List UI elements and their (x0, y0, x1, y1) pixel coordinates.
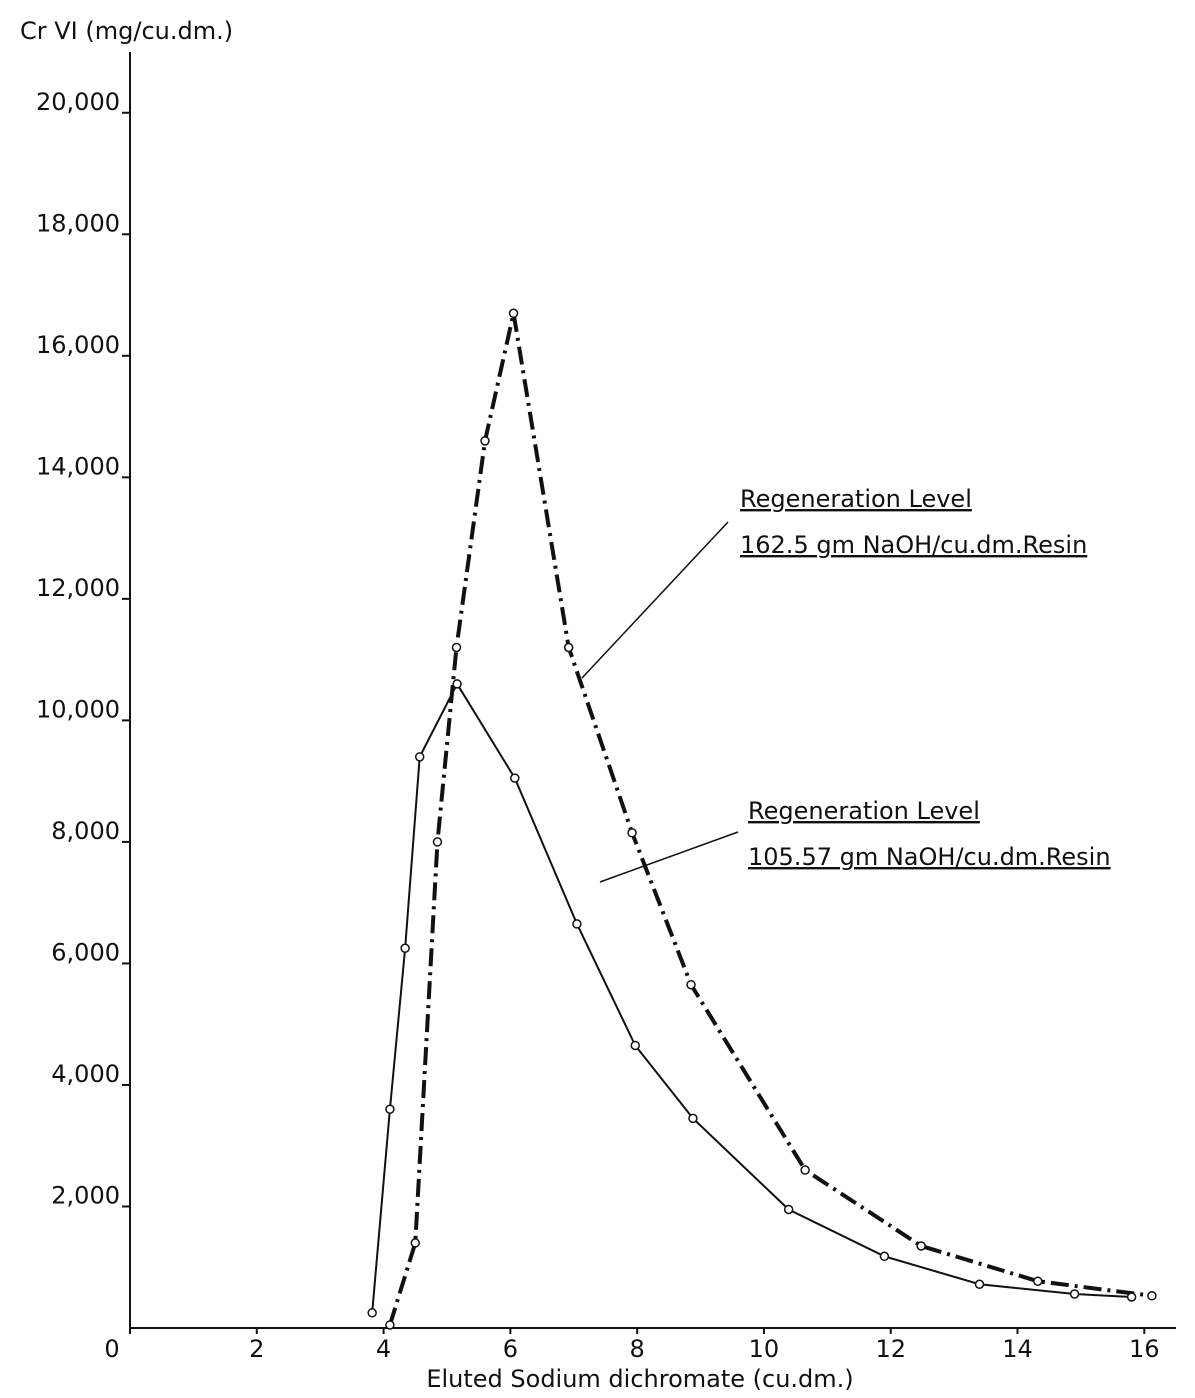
data-point (563, 642, 574, 653)
data-point (916, 1241, 926, 1251)
data-point (800, 1165, 810, 1175)
data-point (572, 919, 582, 929)
data-point (688, 1113, 698, 1124)
data-point (385, 1104, 395, 1115)
annotation: 162.5 gm NaOH/cu.dm.Resin (740, 531, 1087, 559)
series-line (371, 681, 1132, 1313)
x-tick-label: 2 (249, 1335, 264, 1363)
data-point (508, 308, 519, 319)
data-point (410, 1238, 421, 1248)
y-tick-label: 12,000 (36, 574, 120, 602)
x-tick-label: 14 (1002, 1335, 1033, 1363)
y-tick-label: 4,000 (51, 1060, 120, 1088)
y-tick-label: 8,000 (51, 817, 120, 845)
y-tick-label: 6,000 (51, 938, 120, 966)
y-tick-label: 14,000 (36, 452, 120, 480)
y-tick-label: 16,000 (36, 331, 120, 359)
data-point (452, 679, 462, 689)
x-axis-title: Eluted Sodium dichromate (cu.dm.) (426, 1365, 853, 1393)
x-tick-label: 4 (376, 1335, 391, 1363)
y-tick-label: 2,000 (51, 1181, 120, 1209)
x-tick-label: 0 (104, 1335, 119, 1363)
data-point (432, 837, 443, 847)
data-point (367, 1308, 377, 1318)
data-point (414, 752, 425, 762)
data-point (686, 979, 696, 990)
y-tick-label: 20,000 (36, 88, 120, 116)
data-point (451, 642, 462, 653)
data-point (510, 773, 520, 783)
data-point (1147, 1291, 1157, 1301)
x-tick-label: 12 (875, 1335, 906, 1363)
data-point (385, 1320, 395, 1330)
data-point (783, 1204, 794, 1215)
annotation-leader (581, 521, 729, 679)
data-point (1069, 1289, 1080, 1299)
y-tick-label: 18,000 (36, 209, 120, 237)
data-point (974, 1279, 985, 1290)
data-point (630, 1040, 640, 1051)
data-point (1126, 1292, 1137, 1302)
annotation-leader (599, 831, 739, 883)
y-tick-label: 10,000 (36, 695, 120, 723)
annotation: 105.57 gm NaOH/cu.dm.Resin (748, 843, 1111, 871)
data-point (879, 1251, 890, 1262)
x-tick-label: 10 (749, 1335, 780, 1363)
x-tick-label: 6 (503, 1335, 518, 1363)
annotation: Regeneration Level (740, 485, 972, 513)
data-point (400, 943, 410, 953)
x-tick-label: 8 (630, 1335, 645, 1363)
data-point (627, 828, 637, 838)
data-point (1033, 1276, 1043, 1286)
x-tick-label: 16 (1129, 1335, 1160, 1363)
annotation: Regeneration Level (748, 797, 980, 825)
y-axis-title: Cr VI (mg/cu.dm.) (20, 17, 233, 45)
data-point (480, 436, 490, 446)
